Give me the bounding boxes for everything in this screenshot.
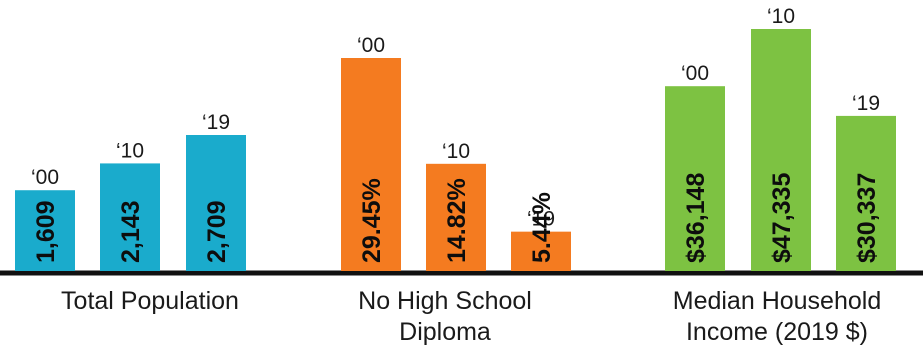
total-population-year-label-2: ‘19 bbox=[202, 111, 230, 134]
median-household-income-2019-year-label-2: ‘19 bbox=[852, 92, 880, 115]
median-household-income-2019-category-label-1: Income (2019 $) bbox=[686, 318, 868, 346]
median-household-income-2019-value-label-1: $47,335 bbox=[768, 173, 796, 263]
no-high-school-diploma-bar-1 bbox=[426, 163, 486, 271]
median-household-income-2019-category-label-0: Median Household bbox=[673, 287, 881, 315]
no-high-school-diploma-year-label-2: ‘19 bbox=[527, 208, 555, 231]
no-high-school-diploma-value-label-0: 29.45% bbox=[358, 178, 386, 263]
total-population-bar-2 bbox=[186, 135, 246, 271]
total-population-year-label-1: ‘10 bbox=[116, 139, 144, 162]
total-population-value-label-2: 2,709 bbox=[203, 200, 231, 263]
no-high-school-diploma-bar-0 bbox=[341, 58, 401, 271]
total-population-bar-1 bbox=[100, 163, 160, 271]
total-population-bar-0 bbox=[15, 190, 75, 271]
no-high-school-diploma-year-label-0: ‘00 bbox=[357, 34, 385, 57]
median-household-income-2019-bar-0 bbox=[665, 86, 725, 271]
total-population-value-label-1: 2,143 bbox=[117, 200, 145, 263]
no-high-school-diploma-year-label-1: ‘10 bbox=[442, 140, 470, 163]
total-population-category-label-0: Total Population bbox=[61, 287, 239, 315]
no-high-school-diploma-bar-2 bbox=[511, 231, 571, 271]
median-household-income-2019-year-label-0: ‘00 bbox=[681, 62, 709, 85]
no-high-school-diploma-category-label-1: Diploma bbox=[399, 318, 491, 346]
median-household-income-2019-year-label-1: ‘10 bbox=[767, 5, 795, 28]
median-household-income-2019-bar-2 bbox=[836, 115, 896, 271]
median-household-income-2019-value-label-2: $30,337 bbox=[853, 173, 881, 263]
total-population-value-label-0: 1,609 bbox=[32, 200, 60, 263]
no-high-school-diploma-value-label-2: 5.44% bbox=[528, 192, 556, 263]
no-high-school-diploma-value-label-1: 14.82% bbox=[443, 178, 471, 263]
median-household-income-2019-bar-1 bbox=[751, 29, 811, 271]
total-population-year-label-0: ‘00 bbox=[31, 166, 59, 189]
median-household-income-2019-value-label-0: $36,148 bbox=[682, 173, 710, 263]
no-high-school-diploma-category-label-0: No High School bbox=[358, 287, 532, 315]
